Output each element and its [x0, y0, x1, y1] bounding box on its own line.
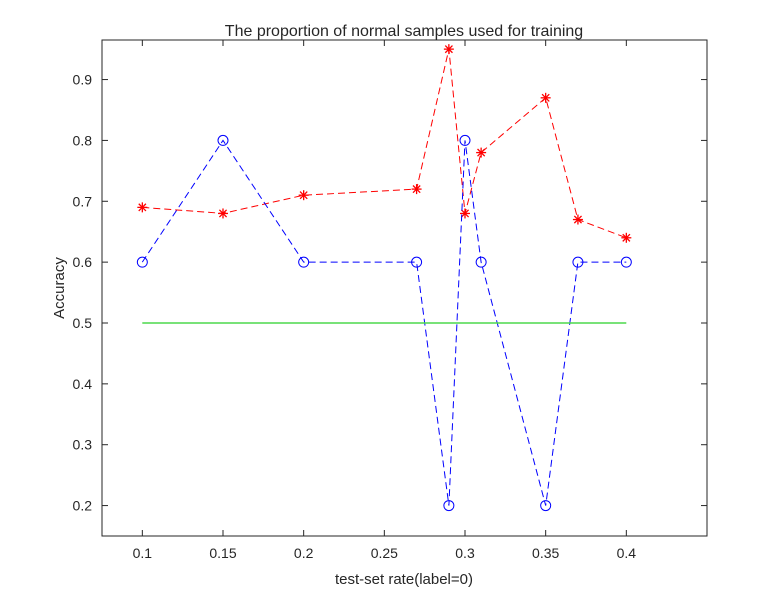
y-tick-label: 0.6 [73, 254, 93, 270]
x-tick-label: 0.35 [532, 545, 559, 561]
data-point-circle [540, 500, 552, 512]
data-point-circle [217, 134, 229, 146]
chart-title: The proportion of normal samples used fo… [225, 23, 583, 40]
series-layer [136, 44, 632, 512]
series-line [142, 48, 627, 239]
data-point-asterisk [218, 208, 228, 219]
x-tick-label: 0.4 [617, 545, 637, 561]
data-point-asterisk [572, 214, 583, 225]
x-tick-label: 0.2 [294, 545, 314, 561]
y-tick-label: 0.8 [73, 132, 93, 148]
x-tick-label: 0.1 [133, 545, 153, 561]
data-point-circle [620, 256, 632, 268]
x-axis-ticks: 0.1 0.15 0.2 0.25 0.3 0.35 0.4 [133, 40, 637, 561]
x-axis-label: test-set rate(label=0) [335, 571, 473, 588]
y-axis-label: Accuracy [51, 257, 68, 319]
data-point-circle [411, 256, 423, 268]
data-point-asterisk [540, 92, 551, 103]
y-tick-label: 0.5 [73, 315, 93, 331]
data-point-circle [572, 256, 584, 268]
data-point-asterisk [411, 184, 422, 195]
data-point-asterisk [443, 44, 454, 55]
data-point-asterisk [460, 208, 470, 219]
series-line [141, 139, 627, 506]
plot-area [101, 39, 708, 537]
y-tick-label: 0.9 [73, 72, 93, 88]
data-point-asterisk [298, 190, 309, 201]
y-tick-label: 0.7 [73, 193, 93, 209]
y-tick-label: 0.3 [73, 437, 93, 453]
data-point-asterisk [621, 232, 632, 243]
x-tick-label: 0.3 [455, 545, 475, 561]
data-point-circle [443, 500, 455, 512]
series-2 [136, 134, 632, 512]
y-tick-label: 0.4 [73, 376, 93, 392]
series-1 [137, 44, 632, 243]
data-point-circle [459, 134, 471, 146]
x-tick-label: 0.15 [209, 545, 236, 561]
data-point-asterisk [476, 147, 487, 158]
data-point-circle [136, 256, 148, 268]
data-point-circle [475, 256, 487, 268]
y-axis-ticks: 0.2 0.3 0.4 0.5 0.6 0.7 0.8 0.9 [73, 72, 707, 514]
data-point-circle [298, 256, 310, 268]
x-tick-label: 0.25 [371, 545, 398, 561]
data-point-asterisk [137, 202, 148, 213]
y-tick-label: 0.2 [73, 498, 93, 514]
